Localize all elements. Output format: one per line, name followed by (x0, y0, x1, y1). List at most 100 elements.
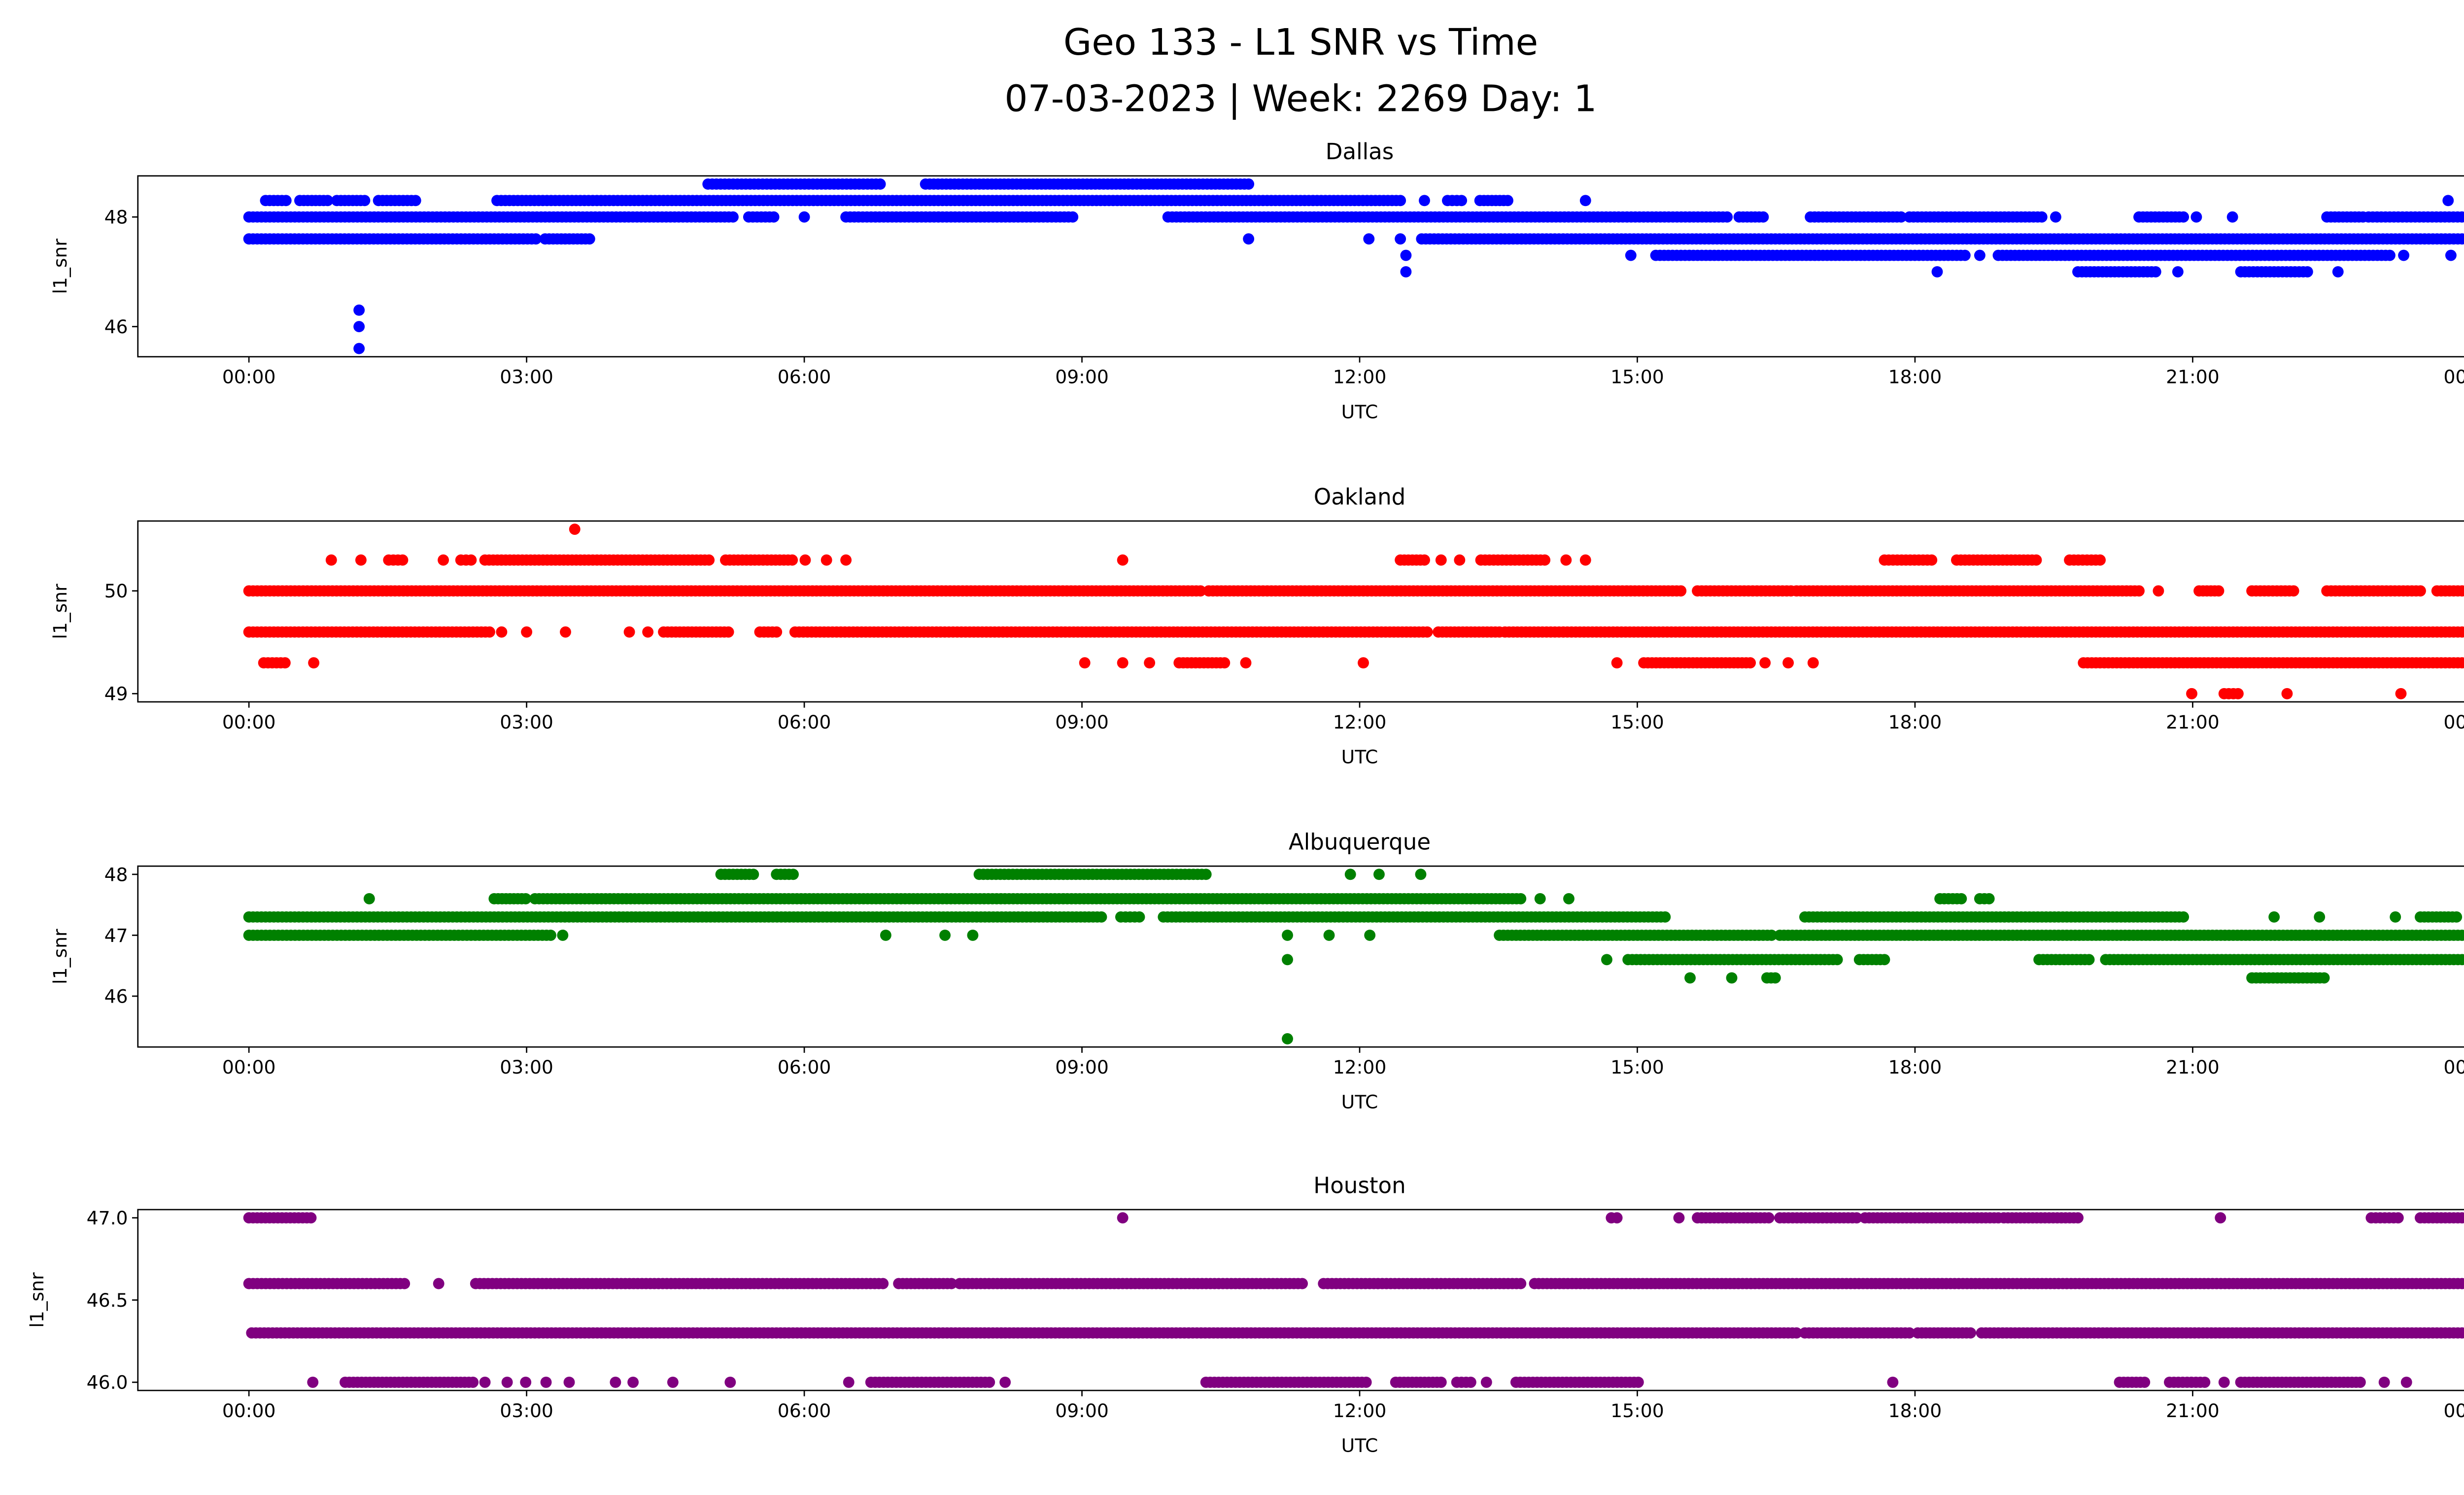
data-point (560, 626, 571, 638)
data-point (1611, 1212, 1623, 1224)
y-tick-label: 48 (104, 207, 128, 228)
y-tick-label: 48 (104, 864, 128, 885)
data-point (1373, 869, 1385, 880)
data-point (545, 929, 556, 941)
data-point (2288, 585, 2299, 597)
x-tick-label: 12:00 (1333, 1056, 1387, 1078)
data-point (1117, 657, 1129, 669)
scatter-series (243, 178, 2464, 354)
data-point (1851, 1212, 1863, 1224)
data-point (2030, 554, 2042, 566)
data-point (1959, 249, 1971, 261)
data-point (2072, 1212, 2084, 1224)
data-point (557, 929, 569, 941)
y-axis-label: l1_snr (49, 584, 71, 639)
subplot-title: Dallas (1326, 139, 1394, 165)
data-point (2301, 266, 2313, 278)
x-tick-label: 12:00 (1333, 711, 1387, 733)
data-point (1757, 211, 1769, 223)
y-tick-label: 49 (104, 683, 128, 705)
data-point (1926, 554, 1938, 566)
data-point (1200, 869, 1212, 880)
data-point (1144, 657, 1156, 669)
x-tick-label: 09:00 (1055, 1056, 1109, 1078)
data-point (359, 195, 371, 207)
data-point (1421, 626, 1433, 638)
data-point (2395, 688, 2407, 699)
x-tick-label: 18:00 (1888, 1056, 1942, 1078)
data-point (397, 554, 409, 566)
data-point (583, 233, 595, 245)
data-point (438, 554, 449, 566)
data-point (363, 893, 375, 904)
data-point (703, 554, 715, 566)
data-point (484, 626, 495, 638)
data-point (642, 626, 654, 638)
data-point (433, 1278, 445, 1289)
data-point (1955, 893, 1967, 904)
data-point (1363, 233, 1375, 245)
x-tick-label: 12:00 (1333, 366, 1387, 388)
data-point (1721, 211, 1733, 223)
data-point (2153, 585, 2164, 597)
data-point (727, 211, 739, 223)
data-point (1579, 195, 1591, 207)
data-point (880, 929, 891, 941)
data-point (939, 929, 951, 941)
data-point (1807, 657, 1819, 669)
data-point (1515, 893, 1527, 904)
x-axis-label: UTC (1341, 746, 1378, 767)
data-point (496, 626, 508, 638)
data-point (1364, 929, 1376, 941)
data-point (1579, 554, 1591, 566)
data-point (521, 626, 533, 638)
data-point (2083, 954, 2095, 966)
data-point (1415, 869, 1427, 880)
data-point (1240, 657, 1252, 669)
x-tick-label: 06:00 (778, 1056, 831, 1078)
data-point (946, 1278, 958, 1289)
data-point (2460, 1278, 2464, 1289)
x-tick-label: 03:00 (500, 366, 553, 388)
subplot-title: Houston (1313, 1172, 1405, 1198)
data-point (2415, 585, 2426, 597)
data-point (1095, 911, 1107, 923)
data-point (1079, 657, 1091, 669)
data-point (1983, 893, 1995, 904)
data-point (2190, 211, 2202, 223)
data-point (322, 195, 334, 207)
data-point (768, 211, 780, 223)
data-point (399, 1278, 411, 1289)
data-point (1454, 554, 1466, 566)
subplot-title: Oakland (1314, 484, 1406, 510)
data-point (2133, 585, 2145, 597)
data-point (1974, 249, 1985, 261)
y-tick-label: 46 (104, 316, 128, 338)
data-point (1895, 211, 1907, 223)
data-point (1282, 954, 1293, 966)
data-point (967, 929, 979, 941)
data-point (355, 554, 367, 566)
data-point (2392, 1212, 2404, 1224)
data-point (1625, 249, 1637, 261)
x-tick-label: 00:00 (222, 366, 276, 388)
data-point (787, 554, 798, 566)
data-point (1879, 954, 1890, 966)
x-tick-label: 00:00 (2444, 366, 2464, 388)
y-tick-label: 50 (104, 580, 128, 602)
data-point (410, 195, 421, 207)
data-point (787, 869, 799, 880)
y-axis-label: l1_snr (49, 929, 71, 984)
data-point (877, 1278, 889, 1289)
data-point (1297, 1278, 1308, 1289)
data-point (2460, 586, 2464, 596)
data-point (520, 893, 532, 904)
data-point (1195, 585, 1206, 597)
data-point (2451, 911, 2463, 923)
y-tick-label: 46 (104, 985, 128, 1007)
data-point (2460, 930, 2464, 940)
data-point (2215, 1212, 2226, 1224)
data-point (2460, 211, 2464, 222)
